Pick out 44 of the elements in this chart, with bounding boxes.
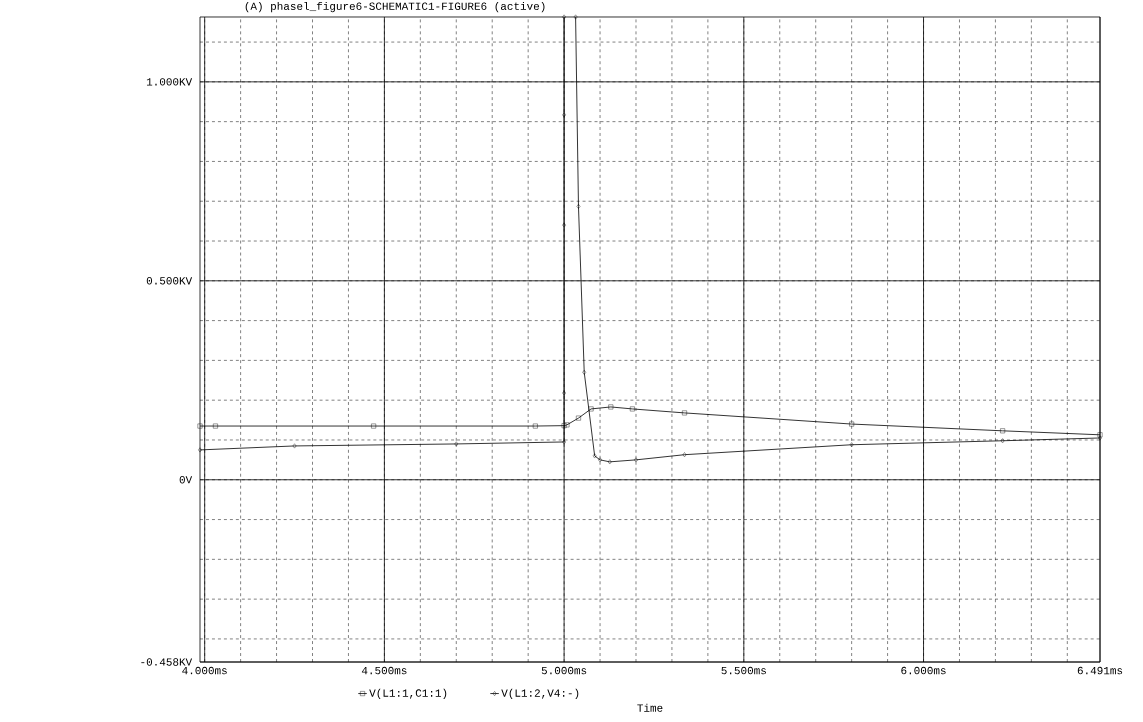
y-tick-label: 1.000KV [146,78,193,86]
y-tick-label: 0V [179,476,193,484]
point [197,423,203,429]
point [682,452,687,458]
x-tick-label: 5.500ms [721,666,766,675]
point [1000,438,1005,444]
point [682,410,687,416]
point [371,423,376,429]
point [576,415,581,421]
x-tick-label: 4.000ms [182,666,227,675]
point [562,222,566,228]
point [561,423,567,429]
point [634,457,638,463]
point [582,369,587,375]
x-tick-label: 6.491ms [1077,666,1123,675]
point [849,442,854,448]
point [562,112,566,118]
point [532,423,538,429]
point [562,390,566,396]
point [588,406,594,412]
chart-title: (A) phasel_figure6-SCHEMATIC1-FIGURE6 (active) [245,1,545,13]
y-tick-label: -0.458KV [141,658,193,666]
point [1000,428,1005,434]
point [608,404,614,410]
point [562,14,566,20]
point [598,457,602,463]
point [564,422,570,428]
point [573,14,578,20]
point [562,439,566,445]
point [454,441,459,447]
x-tick-label: 4.500ms [361,666,407,675]
point [630,406,635,412]
point [607,459,612,465]
point [592,453,597,459]
y-tick-label: 0.500KV [146,277,193,285]
point [292,443,297,449]
point [849,421,855,427]
point [213,423,218,429]
x-axis-title: Time [637,703,663,712]
legend-label: V(L1:1,C1:1) [369,688,447,699]
legend-label: V(L1:2,V4:-) [501,688,579,699]
x-tick-label: 5.000ms [541,666,587,675]
point [576,204,581,209]
x-tick-label: 6.000ms [901,666,946,675]
